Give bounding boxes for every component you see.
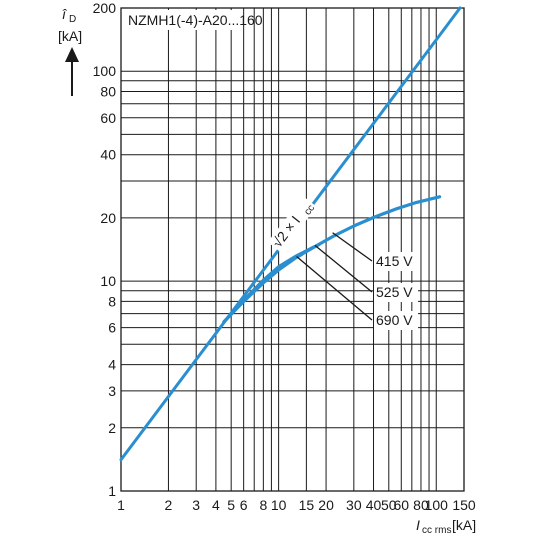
y-tick-label: 4: [108, 357, 116, 373]
grid: [120, 7, 465, 492]
y-tick-label: 8: [108, 293, 116, 309]
voltage-labels: 415 V 525 V 690 V: [374, 252, 418, 330]
series-line: [119, 6, 462, 462]
y-tick-label: 6: [108, 320, 116, 336]
x-tick-label: 10: [271, 497, 287, 513]
y-axis-symbol: î: [62, 6, 67, 22]
x-axis-subscript: cc rms: [422, 525, 451, 536]
y-tick-label: 20: [100, 210, 116, 226]
leader-line: [332, 232, 373, 262]
series-line: [222, 252, 304, 324]
y-axis-unit: [kA]: [58, 28, 82, 44]
plot-frame: [120, 7, 465, 492]
x-tick-label: 3: [192, 497, 200, 513]
voltage-label: 525 V: [376, 284, 413, 300]
y-tick-label: 100: [93, 63, 117, 79]
x-tick-label: 1: [117, 497, 125, 513]
x-tick-label: 20: [318, 497, 334, 513]
leader-line: [314, 244, 373, 293]
x-tick-label: 4: [212, 497, 220, 513]
y-tick-label: 2: [108, 420, 116, 436]
x-tick-label: 2: [165, 497, 173, 513]
y-tick-label: 60: [100, 110, 116, 126]
x-tick-label: 15: [299, 497, 315, 513]
series-layer: [119, 6, 462, 462]
x-tick-label: 30: [346, 497, 362, 513]
y-tick-label: 3: [108, 383, 116, 399]
x-tick-label: 150: [452, 497, 476, 513]
sqrt2-annotation: √2 × Icc: [267, 196, 317, 253]
y-tick-label: 200: [93, 0, 117, 16]
x-axis-symbol: I: [416, 517, 420, 533]
sqrt2-label: √2 × Icc: [267, 196, 317, 253]
leader-lines: [296, 232, 373, 321]
x-tick-label: 5: [227, 497, 235, 513]
y-axis-arrow-head: [65, 47, 79, 62]
y-tick-label: 10: [100, 273, 116, 289]
voltage-label-backdrop: [374, 311, 418, 330]
x-tick-label: 8: [259, 497, 267, 513]
x-axis-label: I cc rms [kA]: [416, 517, 476, 536]
y-tick-label: 40: [100, 147, 116, 163]
x-tick-label: 40: [366, 497, 382, 513]
voltage-label-backdrop: [374, 283, 418, 302]
title-backdrop: [124, 10, 236, 30]
x-tick-label: 80: [413, 497, 429, 513]
leader-line: [296, 255, 373, 321]
y-tick-label: 80: [100, 84, 116, 100]
sqrt2-label-backdrop: [267, 196, 317, 253]
voltage-label-backdrop: [374, 252, 418, 271]
y-axis-subscript: D: [69, 14, 76, 25]
x-tick-label: 50: [381, 497, 397, 513]
y-tick-labels: 1 2 3 4 6 8 10 20 40 60 80 100 200: [93, 0, 117, 499]
x-axis-unit: [kA]: [452, 517, 476, 533]
x-tick-label: 6: [240, 497, 248, 513]
voltage-label: 690 V: [376, 312, 413, 328]
voltage-label: 415 V: [376, 253, 413, 269]
y-tick-label: 1: [108, 483, 116, 499]
x-tick-label: 100: [425, 497, 449, 513]
x-tick-label: 60: [393, 497, 409, 513]
y-axis-label: î D [kA]: [58, 6, 82, 96]
chart-title: NZMH1(-4)-A20...160: [128, 12, 263, 28]
